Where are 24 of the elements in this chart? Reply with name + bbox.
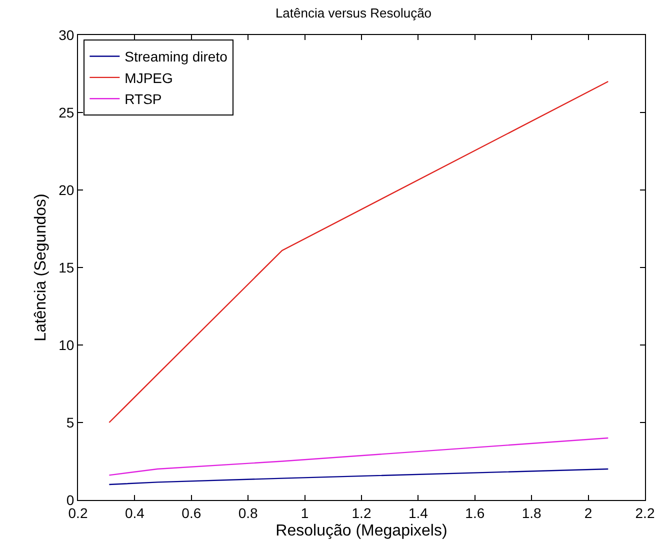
y-tick-label: 10	[58, 336, 74, 353]
line-series	[108, 437, 609, 476]
x-tick-label: 1.8	[522, 504, 542, 521]
x-tick-label: 1	[300, 504, 309, 521]
x-axis-title: Resolução (Megapixels)	[276, 522, 448, 540]
x-tick-label: 1.6	[465, 504, 485, 521]
x-tick-label: 0.4	[124, 504, 145, 521]
line-series	[108, 468, 609, 486]
legend-label: MJPEG	[124, 70, 173, 86]
legend-label: Streaming direto	[124, 48, 228, 65]
legend-label: RTSP	[124, 91, 162, 108]
chart-title: Latência versus Resolução	[275, 5, 432, 20]
x-tick-label: 0.6	[182, 504, 202, 521]
y-tick-label: 30	[58, 26, 74, 43]
x-tick-label: 2.2	[635, 504, 655, 521]
x-tick-label: 1.2	[352, 504, 372, 521]
y-tick-label: 5	[66, 414, 74, 430]
y-tick-label: 25	[58, 104, 74, 120]
y-tick-label: 15	[58, 259, 74, 276]
x-tick-label: 1.4	[408, 504, 428, 521]
y-tick-label: 20	[58, 182, 74, 198]
x-tick-label: 0.8	[238, 504, 258, 521]
x-tick-label: 2	[584, 504, 592, 521]
y-axis-title: Latência (Segundos)	[32, 194, 50, 342]
